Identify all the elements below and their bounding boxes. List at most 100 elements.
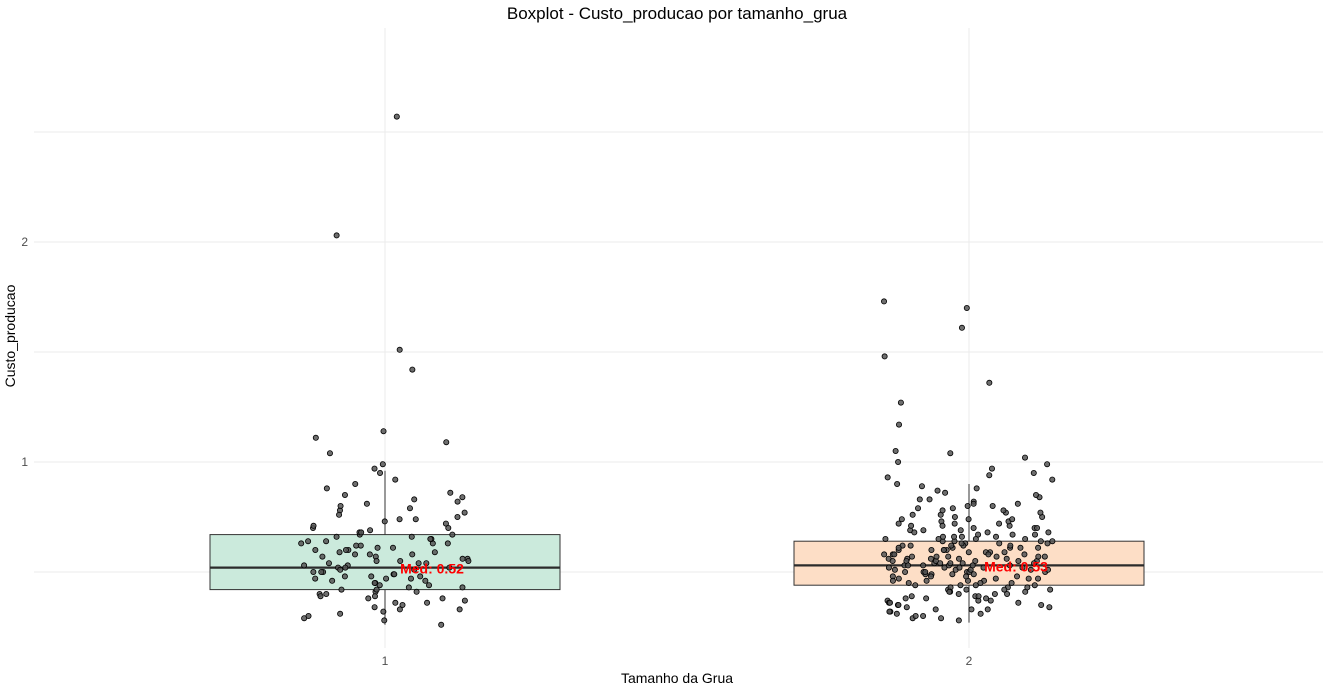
data-point (1019, 564, 1026, 571)
data-point (989, 502, 996, 509)
data-point (352, 551, 359, 558)
data-point (940, 547, 947, 554)
data-point (336, 511, 343, 518)
data-point (1000, 507, 1007, 514)
data-point (975, 593, 982, 600)
data-point (376, 582, 383, 589)
data-point (916, 496, 923, 503)
data-point (964, 502, 971, 509)
data-point (1008, 580, 1015, 587)
data-point (371, 593, 378, 600)
data-point (367, 527, 374, 534)
data-point (993, 553, 1000, 560)
data-point (1021, 551, 1028, 558)
data-point (341, 491, 348, 498)
data-point (317, 593, 324, 600)
data-point (392, 599, 399, 606)
data-point (373, 558, 380, 565)
data-point (326, 450, 333, 457)
data-point (920, 562, 927, 569)
data-point (886, 608, 893, 615)
data-point (1025, 575, 1032, 582)
data-point (895, 544, 902, 551)
box (793, 540, 1145, 586)
data-point (1037, 538, 1044, 545)
data-point (1004, 591, 1011, 598)
data-point (996, 520, 1003, 527)
data-point (920, 613, 927, 620)
data-point (381, 617, 388, 624)
data-point (956, 555, 963, 562)
data-point (895, 602, 902, 609)
data-point (947, 560, 954, 567)
data-point (312, 434, 319, 441)
data-point (923, 577, 930, 584)
data-point (1031, 560, 1038, 567)
data-point (379, 461, 386, 468)
data-point (908, 553, 915, 560)
data-point (1047, 586, 1054, 593)
data-point (1001, 549, 1008, 556)
data-point (973, 485, 980, 492)
data-point (1024, 584, 1031, 591)
data-point (993, 533, 1000, 540)
data-point (426, 582, 433, 589)
data-point (939, 507, 946, 514)
data-point (970, 525, 977, 532)
data-point (996, 540, 1003, 547)
median-label: Med: 0.52 (400, 561, 464, 577)
data-point (963, 573, 970, 580)
y-tick-label: 1 (21, 455, 28, 469)
y-axis-title: Custo_producao (2, 284, 18, 387)
data-point (987, 597, 994, 604)
data-point (1033, 491, 1040, 498)
data-point (911, 529, 918, 536)
data-point (412, 516, 419, 523)
data-point (373, 586, 380, 593)
data-point (374, 544, 381, 551)
data-point (319, 553, 326, 560)
data-point (947, 450, 954, 457)
data-point (318, 569, 325, 576)
data-point (965, 516, 972, 523)
data-point (889, 558, 896, 565)
data-point (406, 505, 413, 512)
y-tick-label: 2 (21, 235, 28, 249)
data-point (1037, 509, 1044, 516)
data-point (1030, 469, 1037, 476)
data-point (948, 542, 955, 549)
data-point (459, 584, 466, 591)
data-point (358, 529, 365, 536)
chart-title: Boxplot - Custo_producao por tamanho_gru… (507, 4, 848, 23)
data-point (1022, 454, 1029, 461)
data-point (915, 505, 922, 512)
data-point (955, 617, 962, 624)
data-point (329, 577, 336, 584)
data-point (934, 487, 941, 494)
data-point (439, 595, 446, 602)
data-point (323, 538, 330, 545)
data-point (946, 588, 953, 595)
data-point (882, 536, 889, 543)
data-point (1045, 566, 1052, 573)
data-point (411, 566, 418, 573)
median-label: Med: 0.53 (984, 558, 1048, 574)
data-point (902, 595, 909, 602)
data-point (885, 564, 892, 571)
data-point (371, 604, 378, 611)
data-point (892, 447, 899, 454)
data-point (1027, 566, 1034, 573)
data-point (977, 580, 984, 587)
data-point (443, 439, 450, 446)
data-point (918, 483, 925, 490)
data-point (903, 604, 910, 611)
data-point (912, 613, 919, 620)
data-point (1034, 525, 1041, 532)
data-point (381, 518, 388, 525)
data-point (1015, 558, 1022, 565)
data-point (905, 580, 912, 587)
data-point (392, 476, 399, 483)
data-point (368, 573, 375, 580)
median-labels: Med: 0.52 Med: 0.53 (400, 558, 1048, 576)
data-point (336, 549, 343, 556)
